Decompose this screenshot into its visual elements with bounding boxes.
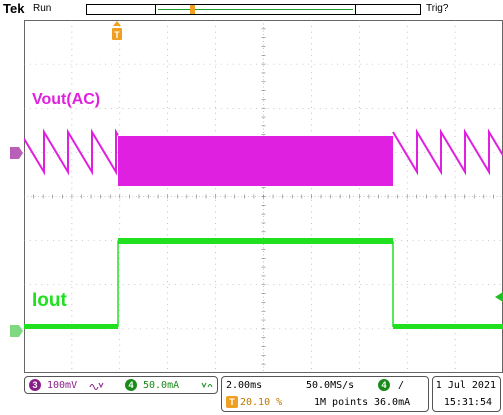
ch4-trace-label: Iout (32, 290, 67, 311)
waveform-display[interactable]: Vout(AC) Iout (24, 20, 503, 373)
trigger-position: 20.10 % (240, 397, 283, 408)
ch4-high-level (118, 238, 393, 244)
ch3-ripple-left (24, 128, 119, 176)
ch3-waveform (24, 128, 503, 186)
acquisition-state: Run (33, 3, 52, 14)
trigger-position-icon: T (226, 396, 238, 408)
record-view-window[interactable] (155, 4, 356, 15)
graticule (24, 20, 503, 373)
trigger-level-marker[interactable] (494, 292, 503, 302)
ch4-waveform (24, 238, 503, 329)
time: 15:31:54 (443, 397, 492, 408)
date: 1 Jul 2021 (435, 380, 496, 391)
ch4-badge: 4 (125, 379, 137, 391)
ch3-trace-label: Vout(AC) (32, 91, 100, 108)
trigger-state: Trig? (426, 3, 449, 14)
date-time-panel: 1 Jul 2021 15:31:54 (432, 376, 501, 412)
ch4-low-level (24, 324, 118, 329)
trigger-source-badge: 4 (378, 379, 390, 391)
svg-text:T: T (114, 30, 120, 40)
bandwidth-limit-icon (89, 382, 104, 390)
sample-rate: 50.0MS/s (306, 380, 355, 391)
ch3-badge: 3 (29, 379, 41, 391)
bandwidth-limit-icon (201, 382, 213, 389)
trigger-slope: / (398, 380, 405, 391)
trigger-level: 36.0mA (374, 397, 411, 408)
trigger-point-icon: T (112, 21, 122, 40)
timebase: 2.00ms (226, 380, 263, 391)
brand-logo: Tek (3, 1, 25, 16)
channel-settings-panel[interactable]: 3 100mV 4 50.0mA (24, 376, 218, 394)
trigger-position-marker (190, 5, 195, 14)
status-bar: Tek Run Trig? (0, 0, 503, 20)
ch4-scale: 50.0mA (143, 380, 180, 391)
ch4-low-level (393, 324, 503, 329)
record-length: 1M points (314, 397, 369, 408)
ch3-ripple-right (392, 128, 503, 176)
horizontal-settings-panel[interactable]: 2.00ms 50.0MS/s 4 / T 20.10 % 1M points … (221, 376, 429, 412)
ch4-ground-marker[interactable] (10, 324, 24, 338)
ch3-ground-marker[interactable] (10, 146, 24, 160)
readout-bar: 3 100mV 4 50.0mA 2.00ms 50.0MS/s 4 / T 2… (0, 373, 503, 415)
ch3-scale: 100mV (47, 380, 78, 391)
ch3-ripple-band (118, 136, 393, 186)
